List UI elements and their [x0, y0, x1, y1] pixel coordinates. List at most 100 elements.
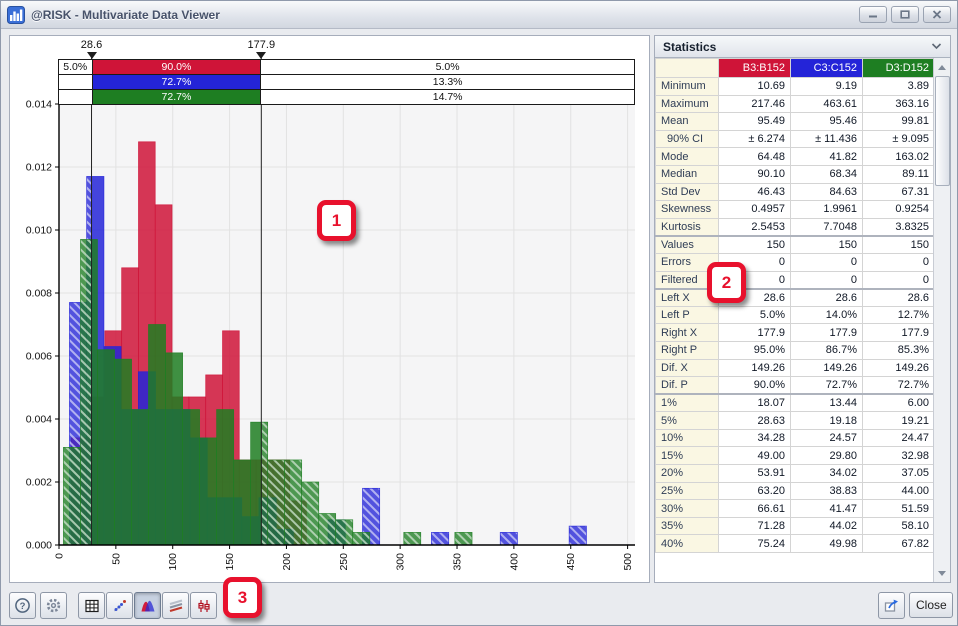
stats-row: Left X 28.6 28.6 28.6 [655, 288, 935, 307]
svg-text:0.004: 0.004 [26, 414, 52, 426]
svg-text:?: ? [20, 601, 26, 612]
stats-row: Values 150 150 150 [655, 235, 935, 254]
gear-icon [46, 598, 61, 613]
stat-label-cell: 5% [655, 411, 719, 430]
histogram-button[interactable] [134, 592, 161, 619]
svg-text:0.014: 0.014 [26, 99, 52, 111]
table-icon [84, 599, 99, 612]
stat-label-cell: 35% [655, 516, 719, 536]
stat-value-cell: 71.28 [718, 516, 791, 536]
stats-column-header[interactable]: D3:D152 [862, 58, 935, 78]
stat-value-cell: 49.98 [790, 534, 863, 554]
stat-label-cell: Skewness [655, 200, 719, 219]
right-delimiter-handle[interactable] [256, 52, 267, 59]
stat-value-cell: 46.43 [718, 182, 791, 202]
stats-row: 40% 75.24 49.98 67.82 [655, 534, 935, 554]
box-plot-icon [197, 599, 210, 612]
stat-label-cell: Maximum [655, 94, 719, 114]
stats-row: 35% 71.28 44.02 58.10 [655, 516, 935, 536]
scroll-up-arrow-icon[interactable] [934, 59, 950, 75]
stat-value-cell: 28.63 [718, 411, 791, 430]
stat-value-cell: 13.44 [790, 393, 863, 413]
callout-badge-3: 3 [223, 577, 262, 618]
stat-value-cell: 10.69 [718, 77, 791, 96]
stat-value-cell: ± 9.095 [862, 129, 935, 149]
stat-value-cell: 177.9 [790, 323, 863, 342]
stats-scrollbar[interactable] [933, 58, 950, 582]
statistics-panel: Statistics B3:B152 C3:C152 D3:D152 Minimum 1… [654, 35, 951, 583]
stat-value-cell: 34.28 [718, 428, 791, 448]
stat-value-cell: 6.00 [862, 393, 935, 413]
svg-text:400: 400 [508, 553, 520, 571]
window-controls [859, 6, 951, 23]
stats-row: 5% 28.63 19.18 19.21 [655, 411, 935, 430]
svg-text:200: 200 [281, 553, 293, 571]
probability-band-row: 72.7% 13.3% [59, 75, 634, 90]
stat-value-cell: 149.26 [790, 358, 863, 378]
stat-value-cell: 5.0% [718, 305, 791, 325]
scroll-down-arrow-icon[interactable] [934, 565, 950, 581]
help-button[interactable]: ? [9, 592, 36, 619]
stat-value-cell: 67.31 [862, 182, 935, 202]
maximize-button[interactable] [891, 6, 919, 23]
callout-badge-1: 1 [317, 200, 356, 241]
svg-text:0.012: 0.012 [26, 162, 52, 174]
stat-label-cell: Dif. X [655, 358, 719, 378]
stat-value-cell: 72.7% [862, 376, 935, 396]
stats-column-header[interactable]: C3:C152 [790, 58, 863, 78]
left-delimiter-value: 28.6 [80, 39, 103, 51]
stat-value-cell: 49.00 [718, 446, 791, 466]
minimize-button[interactable] [859, 6, 887, 23]
stat-label-cell: Median [655, 164, 719, 184]
probability-band-row: 5.0% 90.0% 5.0% [59, 60, 634, 75]
stats-row: 30% 66.61 41.47 51.59 [655, 499, 935, 518]
stat-label-cell: Left P [655, 305, 719, 325]
chevron-down-icon [931, 43, 942, 50]
stat-value-cell: 85.3% [862, 340, 935, 360]
stat-label-cell: 40% [655, 534, 719, 554]
close-window-button[interactable] [923, 6, 951, 23]
stat-value-cell: 90.0% [718, 376, 791, 396]
stats-row: Dif. X 149.26 149.26 149.26 [655, 358, 935, 378]
scatter-icon [113, 599, 126, 611]
close-icon [932, 10, 942, 19]
stat-value-cell: 99.81 [862, 112, 935, 131]
stats-row: Right X 177.9 177.9 177.9 [655, 323, 935, 342]
overlay-chart-button[interactable] [162, 592, 189, 619]
svg-text:250: 250 [338, 553, 350, 571]
chart-panel: 0.000 0.002 0.004 0.006 0.008 0.010 0.012 0.014… [9, 35, 650, 583]
statistics-header-dropdown[interactable]: Statistics [655, 36, 950, 58]
stats-column-header[interactable]: B3:B152 [718, 58, 791, 78]
stats-row: Filtered 0 0 0 [655, 270, 935, 290]
stat-value-cell: 95.0% [718, 340, 791, 360]
settings-button[interactable] [40, 592, 67, 619]
stat-value-cell: 51.59 [862, 499, 935, 518]
probability-band-table: 5.0% 90.0% 5.0% 72.7% 13.3% 72.7% 14.7% [58, 59, 635, 105]
svg-text:0.010: 0.010 [26, 225, 52, 237]
box-plot-button[interactable] [190, 592, 217, 619]
svg-text:0.008: 0.008 [26, 288, 52, 300]
stat-value-cell: ± 11.436 [790, 129, 863, 149]
stat-label-cell: Errors [655, 252, 719, 272]
scatter-plot-button[interactable] [106, 592, 133, 619]
stats-row: Skewness 0.4957 1.9961 0.9254 [655, 200, 935, 219]
stat-value-cell: 90.10 [718, 164, 791, 184]
export-button[interactable] [878, 592, 905, 619]
svg-text:450: 450 [565, 553, 577, 571]
stat-label-cell: 30% [655, 499, 719, 518]
stats-row: Median 90.10 68.34 89.11 [655, 164, 935, 184]
stats-row: Mean 95.49 95.46 99.81 [655, 112, 935, 131]
title-bar[interactable]: @RISK - Multivariate Data Viewer [1, 1, 957, 29]
stats-row: Mode 64.48 41.82 163.02 [655, 147, 935, 166]
data-grid-button[interactable] [78, 592, 105, 619]
stat-label-cell: 20% [655, 464, 719, 483]
stat-value-cell: 24.47 [862, 428, 935, 448]
close-button[interactable]: Close [909, 592, 953, 618]
stats-row: 10% 34.28 24.57 24.47 [655, 428, 935, 448]
scrollbar-thumb[interactable] [935, 76, 950, 186]
left-delimiter-handle[interactable] [86, 52, 97, 59]
stat-value-cell: 29.80 [790, 446, 863, 466]
stat-value-cell: 463.61 [790, 94, 863, 114]
svg-text:300: 300 [395, 553, 407, 571]
stat-value-cell: 34.02 [790, 464, 863, 483]
